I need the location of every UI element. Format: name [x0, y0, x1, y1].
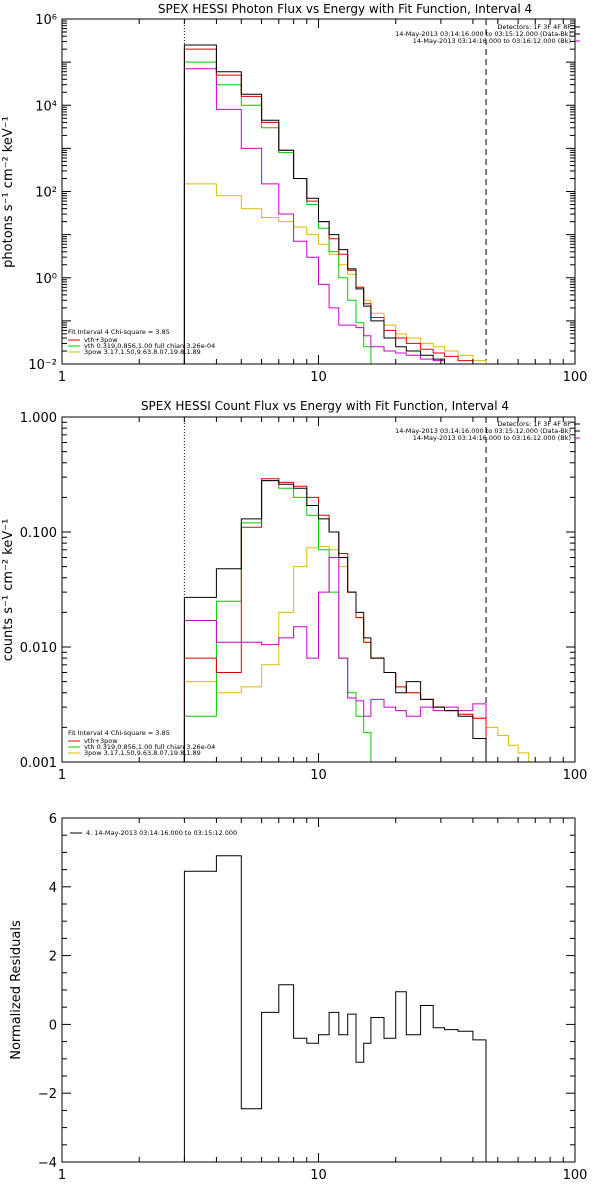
- series-vth-3pow-line: [183, 48, 486, 365]
- x-tick-label: 1: [58, 370, 66, 385]
- panel2-legend-bottom-text-3: vth 0.319,0.856,1.00 full chian 3.26e-04: [84, 743, 215, 751]
- x-tick-label: 10: [310, 370, 327, 385]
- panel3-plot-area: [183, 855, 487, 1162]
- panel2-frame: [61, 416, 576, 763]
- y-tick-label: −2: [38, 1087, 57, 1102]
- panel1-title: SPEX HESSI Photon Flux vs Energy with Fi…: [158, 2, 532, 16]
- y-tick-label: −4: [38, 1156, 57, 1171]
- x-tick-label: 1: [58, 1168, 66, 1183]
- series-bk-line: [183, 557, 487, 762]
- panel2-legend-top-text-3: 14-May-2013 03:14:16.000 to 03:16:12.000…: [413, 434, 571, 442]
- panel1-ylabel: photons s⁻¹ cm⁻² keV⁻¹: [1, 116, 16, 268]
- panel2-plot-area: [183, 417, 539, 763]
- series-bk-line: [183, 68, 486, 365]
- series-vth-3pow-line: [183, 478, 487, 762]
- panel2-legend-bottom: Fit Interval 4 Chi-square = 3.85 vth+3po…: [68, 729, 215, 757]
- panel1-legend-bottom-text-4: 3pow 3.17,1.50,9.63,8.07,19.8,1.89: [84, 348, 201, 356]
- y-tick-label: 10⁴: [35, 99, 57, 114]
- panel1-ticks: 1 10 100 10⁻² 10⁰ 10² 10⁴ 10⁶: [28, 13, 587, 385]
- residuals-panel: Normalized Residuals 1 10 100 −4 −2 0 2 4 6 4. 1…: [9, 812, 587, 1183]
- y-tick-label: 0: [49, 1018, 57, 1033]
- y-tick-label: 1.000: [20, 411, 57, 426]
- panel3-legend: 4. 14-May-2013 03:14:16.000 to 03:15:12.…: [70, 829, 237, 837]
- panel2-ticks: 1 10 100 0.001 0.010 0.100 1.000: [20, 411, 588, 783]
- panel2-legend-bottom-text-1: Fit Interval 4 Chi-square = 3.85: [68, 729, 170, 737]
- panel2-legend-top: Detectors: 1F 3F 4F 8F 14-May-2013 03:14…: [395, 420, 580, 442]
- series-vth-line: [183, 61, 384, 365]
- panel2-legend-top-text-1: Detectors: 1F 3F 4F 8F: [497, 420, 571, 428]
- panel1-legend-top: Detectors: 1F 3F 4F 8F 14-May-2013 03:14…: [395, 23, 580, 45]
- y-tick-label: 10⁻²: [28, 358, 57, 373]
- x-tick-label: 100: [563, 1168, 588, 1183]
- count-flux-panel: SPEX HESSI Count Flux vs Energy with Fit…: [1, 399, 587, 783]
- panel1-legend-bottom-text-1: Fit Interval 4 Chi-square = 3.85: [68, 328, 170, 336]
- panel1-legend-bottom: Fit Interval 4 Chi-square = 3.85 vth+3po…: [68, 328, 215, 356]
- series-data-bk-line: [183, 44, 486, 365]
- panel1-legend-bottom-text-3: vth 0.319,0.856,1.00 full chian 3.26e-04: [84, 342, 215, 350]
- y-tick-label: 10⁰: [35, 272, 57, 287]
- panel3-ticks: 1 10 100 −4 −2 0 2 4 6: [38, 812, 588, 1183]
- x-tick-label: 10: [310, 768, 327, 783]
- y-tick-label: 0.100: [20, 526, 57, 541]
- x-tick-label: 100: [563, 768, 588, 783]
- series-3pow-line: [183, 183, 519, 365]
- panel2-legend-top-text-2: 14-May-2013 03:14:16.000 to 03:15:12.000…: [395, 427, 571, 435]
- panel2-legend-bottom-text-2: vth+3pow: [84, 737, 118, 745]
- panel2-ylabel: counts s⁻¹ cm⁻² keV⁻¹: [1, 519, 16, 662]
- series-3pow-line: [183, 545, 539, 763]
- panel3-ylabel: Normalized Residuals: [9, 920, 24, 1060]
- y-tick-label: 0.010: [20, 641, 57, 656]
- series-vth-line: [183, 480, 384, 763]
- y-tick-label: 6: [49, 812, 57, 827]
- panel1-legend-bottom-text-2: vth+3pow: [84, 336, 118, 344]
- y-tick-label: 10⁶: [35, 13, 57, 28]
- panel1-legend-top-text-1: Detectors: 1F 3F 4F 8F: [497, 23, 571, 31]
- panel1-legend-top-text-3: 14-May-2013 03:14:16.000 to 03:16:12.000…: [413, 37, 571, 45]
- series-residuals-line: [183, 855, 487, 1162]
- panel2-title: SPEX HESSI Count Flux vs Energy with Fit…: [141, 399, 509, 413]
- x-tick-label: 1: [58, 768, 66, 783]
- panel1-plot-area: [183, 19, 519, 365]
- panel1-legend-top-text-2: 14-May-2013 03:14:16.000 to 03:15:12.000…: [395, 30, 571, 38]
- panel3-legend-text: 4. 14-May-2013 03:14:16.000 to 03:15:12.…: [86, 829, 237, 837]
- x-tick-label: 10: [310, 1168, 327, 1183]
- photon-flux-panel: SPEX HESSI Photon Flux vs Energy with Fi…: [1, 2, 587, 385]
- y-tick-label: 4: [49, 881, 57, 896]
- x-tick-label: 100: [563, 370, 588, 385]
- y-tick-label: 0.001: [20, 756, 57, 771]
- series-data-bk-line: [183, 480, 487, 762]
- y-tick-label: 2: [49, 950, 57, 965]
- y-tick-label: 10²: [35, 186, 57, 201]
- panel1-frame: [61, 18, 576, 365]
- panel2-legend-bottom-text-4: 3pow 3.17,1.50,9.63,8.07,19.8,1.89: [84, 749, 201, 757]
- panel3-frame: [61, 817, 576, 1163]
